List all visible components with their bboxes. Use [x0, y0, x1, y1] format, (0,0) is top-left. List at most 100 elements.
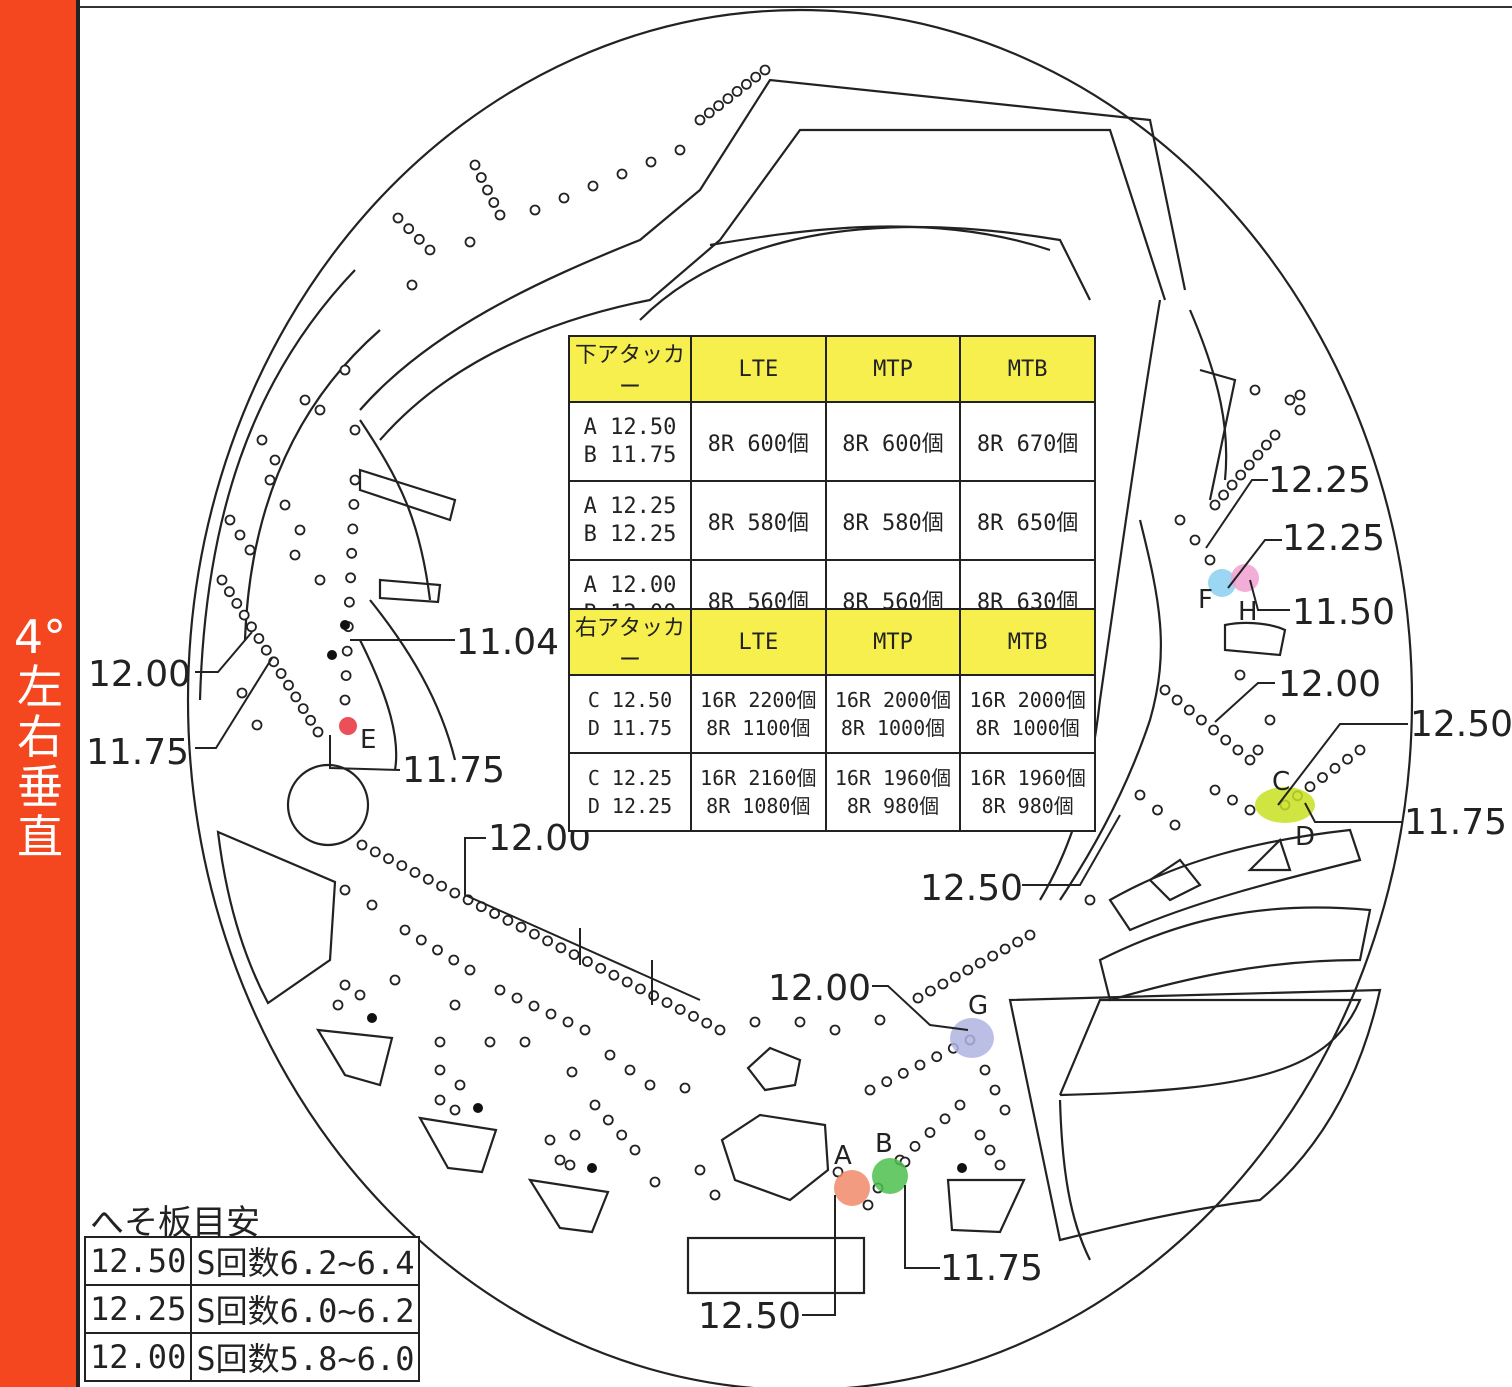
nail — [1304, 781, 1316, 793]
nail — [488, 197, 500, 208]
nail — [1252, 744, 1264, 756]
nail — [1234, 669, 1246, 681]
label-left-11-75: 11.75 — [86, 732, 189, 773]
nail — [544, 1134, 556, 1146]
right-lower-screen — [1008, 988, 1382, 1242]
nail — [1244, 804, 1256, 816]
nail — [925, 985, 936, 997]
nail — [562, 1016, 574, 1028]
nail — [635, 983, 646, 995]
nail — [314, 404, 326, 416]
lower-cell: 8R 580個 — [690, 480, 827, 561]
nail — [554, 1154, 566, 1166]
label-right-11-75: 11.75 — [1404, 802, 1507, 843]
nail — [616, 1129, 628, 1141]
right-header-2: MTP — [824, 608, 962, 676]
nail — [294, 524, 306, 536]
guide-desc: S回数6.2~6.4 — [190, 1236, 421, 1286]
nail — [1354, 744, 1366, 756]
marker-c — [1255, 787, 1315, 823]
nail — [862, 1199, 874, 1211]
right-cell: 16R 1960個 8R 980個 — [824, 752, 962, 832]
nail — [346, 547, 358, 559]
guide-desc: S回数5.8~6.0 — [190, 1332, 421, 1382]
nail — [741, 78, 752, 90]
nail — [1252, 449, 1264, 461]
nail — [1209, 784, 1221, 796]
nail — [369, 846, 381, 858]
nail — [1284, 394, 1296, 406]
pocket-4 — [946, 1178, 1026, 1234]
right-row-label: C 12.25 D 12.25 — [568, 752, 692, 832]
nail — [545, 1008, 557, 1020]
point-label-f: F — [1198, 585, 1213, 615]
nail — [392, 212, 404, 224]
right-cell: 16R 2200個 8R 1100個 — [690, 674, 827, 754]
center-pentagon-small — [746, 1046, 802, 1092]
nail — [962, 964, 974, 976]
pocket-1 — [315, 1028, 394, 1087]
right-cell: 16R 1960個 8R 980個 — [959, 752, 1096, 832]
nail — [464, 236, 476, 248]
marker-a — [834, 1170, 870, 1206]
point-label-c: C — [1272, 767, 1290, 797]
nail — [1169, 819, 1181, 831]
leader-right-12-00 — [1214, 682, 1275, 723]
lower-attacker-table: 下アタッカー LTE MTP MTB A 12.50 B 11.75 8R 60… — [568, 335, 1096, 640]
nail — [974, 1129, 986, 1141]
marker-f — [1208, 569, 1236, 597]
nail — [542, 935, 553, 947]
label-bottom-12-50: 12.50 — [698, 1296, 801, 1337]
nail — [448, 954, 460, 966]
nail — [1134, 789, 1146, 801]
nail — [568, 949, 580, 960]
nail — [1244, 754, 1256, 766]
right-attacker-table: 右アタッカー LTE MTP MTB C 12.50 D 11.75 16R 2… — [568, 608, 1096, 832]
leader-bottom-12-00 — [872, 985, 969, 1031]
nail — [264, 474, 276, 486]
nail — [987, 950, 999, 962]
label-mid-12-50: 12.50 — [920, 868, 1023, 909]
nail — [349, 474, 361, 486]
nail — [709, 1189, 721, 1201]
nail — [434, 1064, 446, 1076]
nail — [701, 1017, 713, 1029]
nail — [750, 71, 762, 83]
nail — [937, 978, 949, 990]
left-disc — [286, 763, 370, 847]
nail — [624, 1064, 636, 1076]
nail — [645, 156, 657, 168]
point-label-b: B — [875, 1129, 893, 1159]
lower-header-0: 下アタッカー — [568, 335, 692, 403]
guide-value: 12.25 — [83, 1284, 193, 1334]
nail — [558, 192, 570, 204]
right-cell: 16R 2000個 8R 1000個 — [959, 674, 1096, 754]
nail — [649, 1176, 661, 1188]
point-label-e: E — [360, 725, 376, 755]
nail — [688, 1010, 699, 1022]
label-left-11-75-e: 11.75 — [402, 750, 505, 791]
nail — [909, 1140, 921, 1152]
leader-mid-12-50 — [1022, 814, 1121, 886]
nail — [260, 644, 272, 656]
nail — [339, 694, 351, 706]
nail — [713, 100, 724, 112]
right-wing-1 — [1039, 299, 1162, 901]
label-right-12-25-b: 12.25 — [1282, 518, 1385, 559]
nail — [602, 1114, 614, 1126]
nail — [413, 233, 425, 245]
right-cell: 16R 2160個 8R 1080個 — [690, 752, 827, 832]
nail — [616, 168, 628, 180]
nail — [566, 1066, 578, 1078]
nail — [223, 586, 235, 598]
nail — [679, 1082, 691, 1094]
nail — [354, 989, 366, 1001]
bottom-right-rail — [1058, 1099, 1091, 1261]
nail — [1342, 753, 1353, 765]
nail — [341, 645, 353, 657]
right-wing-3 — [1199, 368, 1237, 501]
nail — [436, 880, 448, 892]
nail — [1159, 684, 1171, 696]
pocket-2 — [417, 1116, 498, 1174]
nail — [1235, 469, 1247, 481]
